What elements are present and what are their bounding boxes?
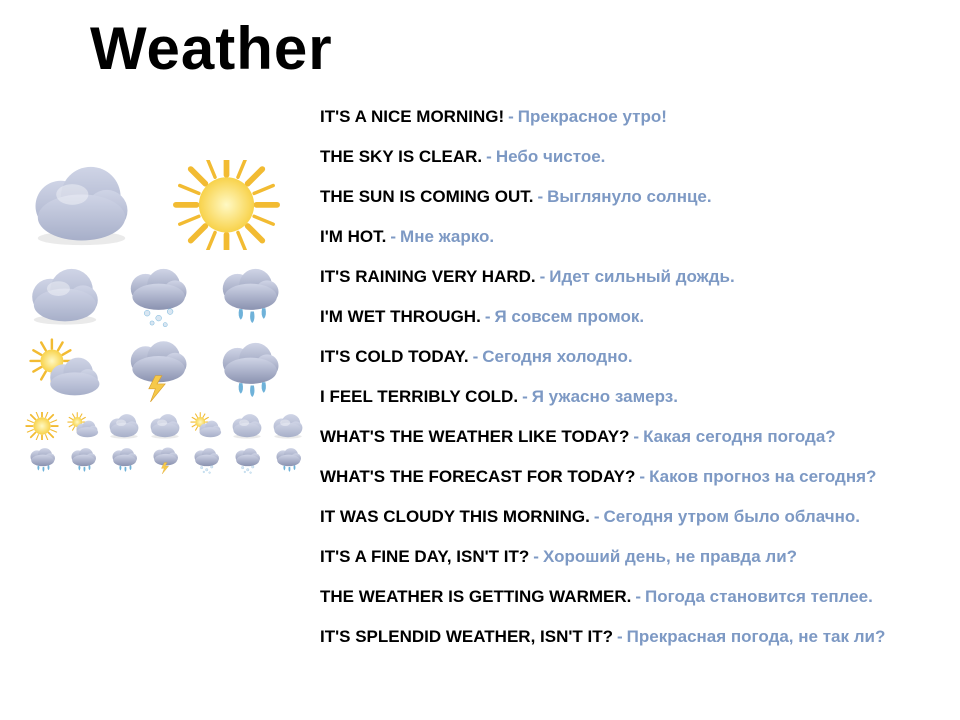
weather-icons-column: [20, 160, 300, 480]
phrase-separator: -: [485, 304, 491, 330]
mini-sun-icon: [24, 412, 60, 440]
phrase-row: WHAT'S THE FORECAST FOR TODAY? - Каков п…: [320, 464, 940, 490]
phrase-russian: Прекрасная погода, не так ли?: [627, 624, 886, 650]
phrase-english: I'M HOT.: [320, 224, 386, 250]
phrase-english: IT'S A FINE DAY, ISN'T IT?: [320, 544, 529, 570]
phrase-russian: Идет сильный дождь.: [549, 264, 734, 290]
phrase-russian: Сегодня утром было облачно.: [603, 504, 860, 530]
phrase-separator: -: [540, 264, 546, 290]
phrase-separator: -: [486, 144, 492, 170]
heavy-rain-icon: [208, 264, 290, 328]
phrase-english: WHAT'S THE FORECAST FOR TODAY?: [320, 464, 635, 490]
phrase-russian: Какая сегодня погода?: [643, 424, 836, 450]
phrase-row: WHAT'S THE WEATHER LIKE TODAY? - Какая с…: [320, 424, 940, 450]
phrase-row: IT'S RAINING VERY HARD. - Идет сильный д…: [320, 264, 940, 290]
phrase-separator: -: [617, 624, 623, 650]
mini-rain2-icon: [106, 446, 142, 474]
mini-snow2-icon: [229, 446, 265, 474]
phrase-row: THE SKY IS CLEAR. - Небо чистое.: [320, 144, 940, 170]
phrase-english: THE SKY IS CLEAR.: [320, 144, 482, 170]
cloud-icon: [24, 160, 139, 250]
phrase-russian: Прекрасное утро!: [518, 104, 667, 130]
phrase-english: IT'S RAINING VERY HARD.: [320, 264, 536, 290]
phrase-separator: -: [594, 504, 600, 530]
phrase-row: THE SUN IS COMING OUT. - Выглянуло солнц…: [320, 184, 940, 210]
phrase-russian: Хороший день, не правда ли?: [543, 544, 797, 570]
phrase-english: THE WEATHER IS GETTING WARMER.: [320, 584, 631, 610]
phrase-separator: -: [533, 544, 539, 570]
phrase-separator: -: [639, 464, 645, 490]
phrase-row: IT'S COLD TODAY. - Сегодня холодно.: [320, 344, 940, 370]
mini-rain3-icon: [270, 446, 306, 474]
mini-partly-icon: [65, 412, 101, 440]
snow-icon: [116, 264, 198, 328]
phrase-english: IT WAS CLOUDY THIS MORNING.: [320, 504, 590, 530]
phrase-separator: -: [390, 224, 396, 250]
mini-cloud4-icon: [270, 412, 306, 440]
mini-partly2-icon: [188, 412, 224, 440]
phrase-row: I'M HOT. - Мне жарко.: [320, 224, 940, 250]
phrase-separator: -: [522, 384, 528, 410]
phrase-separator: -: [633, 424, 639, 450]
phrase-russian: Каков прогноз на сегодня?: [649, 464, 876, 490]
mini-cloud2-icon: [147, 412, 183, 440]
light-rain-icon: [208, 338, 290, 402]
mini-lightrain-icon: [65, 446, 101, 474]
phrase-list: IT'S A NICE MORNING! - Прекрасное утро! T…: [320, 104, 940, 664]
mini-snow-icon: [188, 446, 224, 474]
sun-icon: [169, 160, 284, 250]
page-title: Weather: [90, 14, 333, 83]
icon-row-small: [20, 412, 300, 440]
phrase-row: IT'S SPLENDID WEATHER, ISN'T IT? - Прекр…: [320, 624, 940, 650]
phrase-row: I FEEL TERRIBLY COLD. - Я ужасно замерз.: [320, 384, 940, 410]
phrase-english: I'M WET THROUGH.: [320, 304, 481, 330]
phrase-separator: -: [508, 104, 514, 130]
icon-row-small: [20, 446, 300, 474]
mini-cloud3-icon: [229, 412, 265, 440]
icon-row-medium: [20, 338, 300, 402]
phrase-russian: Небо чистое.: [496, 144, 606, 170]
phrase-row: IT'S A NICE MORNING! - Прекрасное утро!: [320, 104, 940, 130]
phrase-row: THE WEATHER IS GETTING WARMER. - Погода …: [320, 584, 940, 610]
phrase-russian: Сегодня холодно.: [482, 344, 632, 370]
phrase-russian: Я совсем промок.: [494, 304, 644, 330]
phrase-row: IT'S A FINE DAY, ISN'T IT? - Хороший ден…: [320, 544, 940, 570]
overcast-icon: [24, 264, 106, 328]
phrase-english: IT'S COLD TODAY.: [320, 344, 469, 370]
mini-cloud-icon: [106, 412, 142, 440]
phrase-separator: -: [537, 184, 543, 210]
phrase-russian: Мне жарко.: [400, 224, 494, 250]
icon-row-large: [20, 160, 300, 250]
mini-storm-icon: [147, 446, 183, 474]
phrase-row: I'M WET THROUGH. - Я совсем промок.: [320, 304, 940, 330]
phrase-row: IT WAS CLOUDY THIS MORNING. - Сегодня ут…: [320, 504, 940, 530]
phrase-russian: Погода становится теплее.: [645, 584, 873, 610]
phrase-english: I FEEL TERRIBLY COLD.: [320, 384, 518, 410]
phrase-english: IT'S A NICE MORNING!: [320, 104, 504, 130]
phrase-russian: Выглянуло солнце.: [547, 184, 711, 210]
icon-row-medium: [20, 264, 300, 328]
partly-cloudy-icon: [24, 338, 106, 402]
phrase-separator: -: [635, 584, 641, 610]
phrase-english: WHAT'S THE WEATHER LIKE TODAY?: [320, 424, 629, 450]
phrase-english: THE SUN IS COMING OUT.: [320, 184, 533, 210]
storm-icon: [116, 338, 198, 402]
mini-rain-icon: [24, 446, 60, 474]
phrase-english: IT'S SPLENDID WEATHER, ISN'T IT?: [320, 624, 613, 650]
phrase-russian: Я ужасно замерз.: [532, 384, 678, 410]
phrase-separator: -: [473, 344, 479, 370]
